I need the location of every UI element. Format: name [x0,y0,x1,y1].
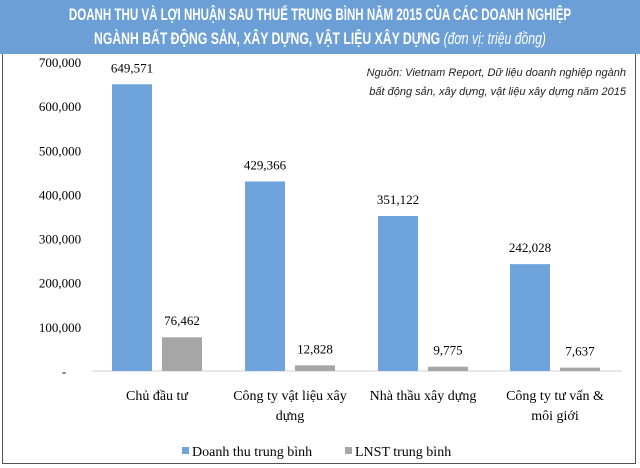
y-tick-label: 700,000 [39,55,81,70]
source-note: Nguồn: Vietnam Report, Dữ liệu doanh ngh… [367,64,626,102]
legend-item-profit: LNST trung bình [355,445,451,460]
data-label: 76,462 [164,313,200,328]
y-tick-label: 100,000 [39,320,81,335]
legend-swatch [345,447,352,454]
y-tick-label: - [62,364,66,379]
y-tick-label: 300,000 [39,232,81,247]
bar-profit [560,367,600,371]
bar-profit [162,337,202,371]
legend-swatch [182,447,189,454]
y-tick-label: 400,000 [39,187,81,202]
y-tick-label: 200,000 [39,276,81,291]
data-label: 12,828 [297,341,333,356]
bar-profit [428,366,468,371]
bar-profit [295,365,335,371]
chart-frame [2,54,636,464]
x-tick-label: môi giới [531,409,579,424]
bar-revenue [378,216,418,371]
data-label: 429,366 [244,157,287,172]
bar-revenue [510,264,550,371]
data-label: 9,775 [433,343,462,358]
x-tick-label: dựng [276,409,305,424]
data-label: 242,028 [509,240,551,255]
chart-title-line2: NGÀNH BẤT ĐỘNG SẢN, XÂY DỰNG, VẬT LIỆU X… [94,30,441,48]
x-tick-label: Nhà thầu xây dựng [370,389,477,404]
data-label: 351,122 [377,192,419,207]
data-label: 7,637 [565,344,595,359]
data-label: 649,571 [111,60,153,75]
y-tick-label: 500,000 [39,143,81,158]
source-line1: Nguồn: Vietnam Report, Dữ liệu doanh ngh… [366,67,626,79]
unit-label: (đơn vị: triệu đồng) [443,30,546,48]
bar-revenue [112,84,152,371]
legend-item-revenue: Doanh thu trung bình [192,445,312,460]
title-band: DOANH THU VÀ LỢI NHUẬN SAU THUẾ TRUNG BÌ… [0,0,640,54]
bar-revenue [245,181,285,371]
x-tick-label: Công ty vật liệu xây [233,389,347,404]
source-line2: bất động sản, xây dựng, vật liệu xây dựn… [369,86,626,98]
x-tick-label: Chủ đầu tư [126,389,188,404]
x-tick-label: Công ty tư vấn & [506,389,604,404]
chart-title-line1: DOANH THU VÀ LỢI NHUẬN SAU THUẾ TRUNG BÌ… [68,6,572,24]
y-tick-label: 600,000 [39,99,81,114]
